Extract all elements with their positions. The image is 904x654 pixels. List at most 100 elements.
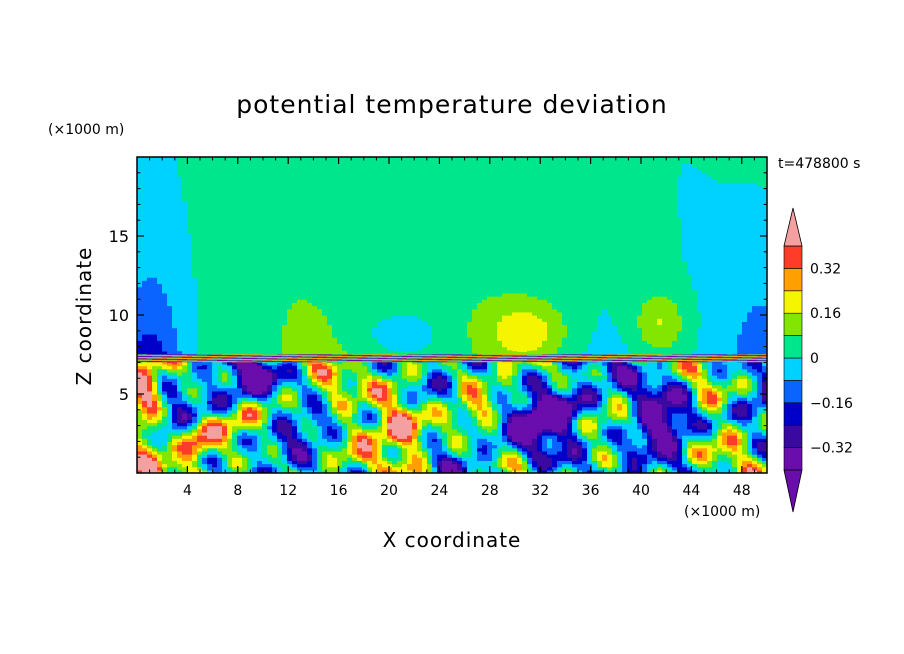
field-cell — [687, 435, 693, 439]
field-cell — [457, 450, 463, 455]
field-cell — [587, 454, 593, 458]
field-cell — [517, 457, 523, 461]
field-cell — [477, 438, 483, 442]
field-cell — [572, 412, 578, 417]
field-cell — [162, 466, 168, 471]
field-cell — [662, 460, 668, 465]
field-cell — [187, 463, 193, 468]
field-cell — [327, 444, 333, 449]
field-cell — [522, 416, 528, 420]
field-cell — [637, 441, 643, 446]
field-cell — [307, 419, 313, 424]
field-cell — [297, 412, 303, 417]
field-cell — [317, 441, 323, 446]
field-cell — [367, 419, 373, 424]
field-cell — [137, 469, 143, 473]
field-cell — [502, 422, 508, 427]
field-cell — [342, 419, 348, 424]
field-cell — [207, 441, 213, 446]
field-cell — [377, 450, 383, 455]
field-cell — [682, 463, 688, 468]
field-cell — [412, 438, 418, 442]
field-cell — [567, 431, 573, 436]
field-cell — [467, 416, 473, 420]
field-cell — [477, 460, 483, 465]
field-cell — [167, 447, 173, 452]
field-cell — [452, 457, 458, 461]
field-cell — [427, 450, 433, 455]
field-cell — [437, 416, 443, 420]
field-cell — [602, 425, 608, 430]
field-cell — [677, 438, 683, 442]
field-cell — [607, 438, 613, 442]
field-cell — [307, 444, 313, 449]
field-cell — [567, 463, 573, 468]
field-cell — [712, 444, 718, 449]
field-cell — [592, 422, 598, 427]
field-cell — [742, 428, 748, 433]
field-cell — [482, 416, 488, 420]
field-cell — [502, 425, 508, 430]
field-cell — [747, 454, 753, 458]
field-cell — [732, 454, 738, 458]
field-cell — [307, 466, 313, 471]
field-cell — [682, 450, 688, 455]
field-cell — [572, 428, 578, 433]
field-cell — [502, 466, 508, 471]
field-cell — [142, 460, 148, 465]
field-cell — [237, 435, 243, 439]
field-cell — [627, 435, 633, 439]
field-cell — [137, 416, 143, 420]
field-cell — [652, 457, 658, 461]
field-cell — [302, 428, 308, 433]
field-cell — [347, 457, 353, 461]
field-cell — [717, 438, 723, 442]
field-cell — [582, 428, 588, 433]
field-cell — [477, 416, 483, 420]
field-cell — [427, 444, 433, 449]
field-cell — [142, 431, 148, 436]
field-cell — [212, 444, 218, 449]
field-cell — [477, 444, 483, 449]
field-cell — [417, 425, 423, 430]
field-cell — [202, 428, 208, 433]
field-cell — [417, 416, 423, 420]
field-cell — [422, 428, 428, 433]
field-cell — [667, 454, 673, 458]
field-cell — [527, 422, 533, 427]
field-cell — [497, 425, 503, 430]
field-cell — [247, 438, 253, 442]
field-cell — [612, 463, 618, 468]
field-cell — [462, 466, 468, 471]
field-cell — [177, 428, 183, 433]
field-cell — [417, 457, 423, 461]
field-cell — [652, 466, 658, 471]
field-cell — [167, 444, 173, 449]
field-cell — [317, 435, 323, 439]
field-cell — [207, 469, 213, 473]
field-cell — [632, 438, 638, 442]
field-cell — [662, 419, 668, 424]
field-cell — [327, 441, 333, 446]
field-cell — [492, 457, 498, 461]
field-cell — [362, 460, 368, 465]
field-cell — [322, 428, 328, 433]
field-cell — [532, 412, 538, 417]
field-cell — [702, 454, 708, 458]
field-cell — [157, 447, 163, 452]
field-cell — [507, 441, 513, 446]
field-cell — [612, 435, 618, 439]
field-cell — [467, 412, 473, 417]
field-cell — [152, 425, 158, 430]
field-cell — [562, 441, 568, 446]
field-cell — [632, 450, 638, 455]
field-cell — [362, 463, 368, 468]
field-cell — [202, 431, 208, 436]
field-cell — [372, 447, 378, 452]
field-cell — [587, 435, 593, 439]
field-cell — [762, 447, 767, 452]
field-cell — [682, 412, 688, 417]
field-cell — [432, 450, 438, 455]
field-cell — [212, 435, 218, 439]
field-cell — [597, 431, 603, 436]
